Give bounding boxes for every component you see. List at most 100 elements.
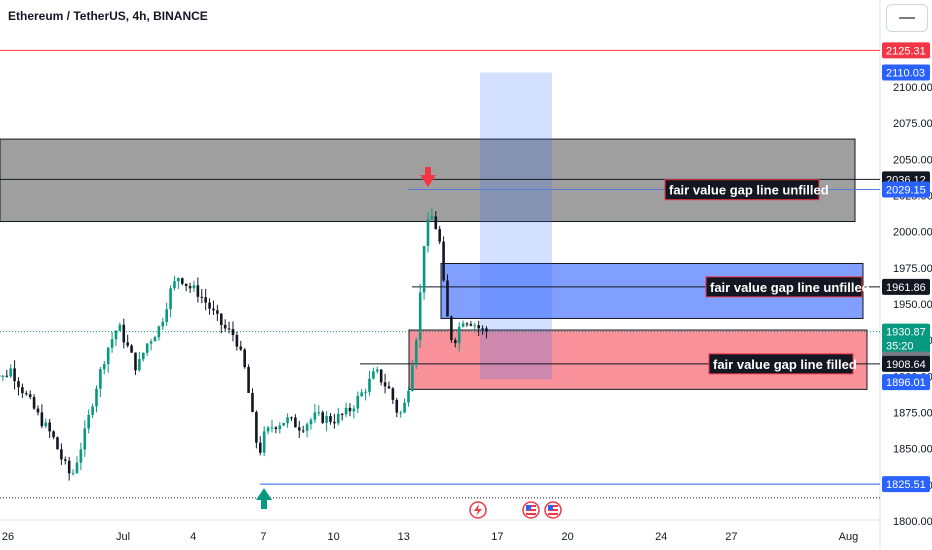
candle-body [329,416,332,422]
candle-body [28,394,32,398]
price-tick-label: 2000.00 [893,227,932,239]
price-badge: 1930.87 [882,323,930,340]
candle-body [169,288,172,310]
flag-canton [526,505,531,510]
time-tick-label: 26 [2,531,14,543]
candle-body [461,323,465,327]
candle-body [485,328,488,332]
candle-body [434,216,438,230]
candle-body [71,473,75,475]
candle-body [235,335,239,347]
price-badge-label: 1908.64 [886,359,926,371]
candle-body [36,408,40,413]
time-tick-label: 7 [260,531,266,543]
candle-body [438,229,441,242]
candle-body [227,328,231,330]
candle-body [208,302,211,309]
candle-body [387,386,391,389]
candle-body [368,378,371,392]
candle-body [200,296,204,298]
up-arrow-marker [256,488,272,509]
annotation-label: fair value gap line unfilled [710,280,870,295]
candle-body [60,449,63,460]
price-tick-label: 1950.00 [893,299,932,311]
candle-body [294,417,297,428]
candle-body [450,316,453,341]
flash-event-icon [469,501,487,519]
candle-body [24,393,28,395]
us-flag-event-icon [544,501,562,519]
candle-body [216,310,219,314]
candle-body [231,329,235,336]
time-tick-label: 4 [190,531,196,543]
candle-body [247,367,250,393]
candle-body [83,428,87,450]
price-badge-bg [882,374,930,391]
candle-body [403,402,406,413]
candle-body [442,241,445,281]
candle-body [1,375,5,377]
flag-stripe [526,511,536,513]
flash-bolt [474,504,482,516]
candle-body [262,431,266,453]
candle-body [477,325,480,329]
candle-body [375,369,379,372]
price-badge-bg [882,181,930,198]
annotation-gap-unfilled-middle: fair value gap line unfilled [705,276,870,298]
candle-body [379,369,383,383]
candle-body [219,313,223,325]
candle-body [21,387,24,394]
candle-body [418,292,422,341]
candle-body [446,280,449,317]
candle-body [481,328,484,330]
candle-body [356,396,360,409]
candle-body [56,437,59,450]
time-tick-label: 10 [327,531,339,543]
flag-canton [548,505,553,510]
price-badge-label: 2125.31 [886,45,926,57]
candle-body [75,462,79,474]
price-badge-label: 35:20 [886,341,914,353]
candle-body [344,407,348,415]
candle-body [255,412,258,443]
time-tick-label: 27 [725,531,737,543]
candle-body [340,413,344,415]
candle-body [348,407,352,412]
annotation-box [664,179,820,201]
time-tick-label: 24 [655,531,667,543]
candle-body [336,413,340,424]
menu-button[interactable] [886,4,928,32]
candle-body [52,431,55,438]
price-badge: 35:20 [882,337,930,354]
candle-body [122,324,126,343]
candle-body [372,371,375,379]
candle-body [204,297,207,303]
candle-body [118,324,122,331]
price-badge: 2029.15 [882,181,930,198]
candle-body [95,388,98,407]
candle-body [243,349,246,368]
candle-body [286,417,289,423]
candle-body [145,343,149,353]
candle-body [99,369,102,389]
down-arrow-marker [420,167,436,187]
candle-body [110,339,114,348]
candle-body [177,278,180,282]
candle-body [305,424,309,431]
candle-body [17,381,20,388]
up-arrow-head [256,488,272,500]
annotation-gap-filled: fair value gap line filled [708,353,857,375]
candle-body [13,368,16,382]
price-badge-bg [882,355,930,372]
candle-body [87,414,90,429]
candle-body [141,352,145,360]
price-badge-bg [882,278,930,295]
candle-body [212,308,215,311]
candle-body [9,368,12,377]
candle-body [5,375,9,377]
candle-body [278,425,282,430]
candle-body [196,285,200,297]
candle-body [395,399,399,413]
candle-body [317,412,321,414]
